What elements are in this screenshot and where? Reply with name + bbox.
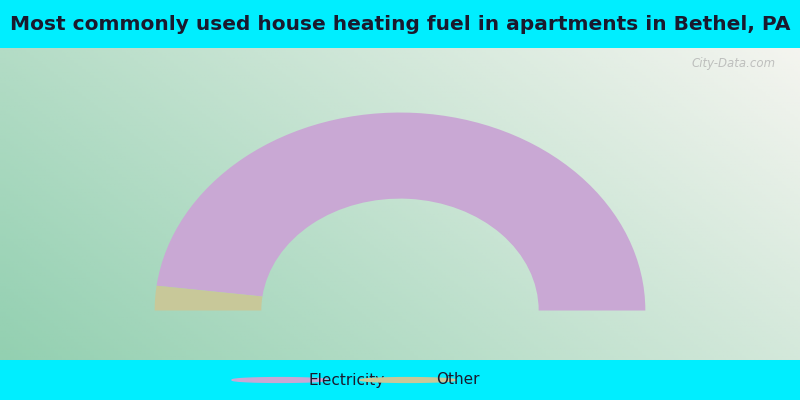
Text: Electricity: Electricity — [308, 372, 384, 388]
Wedge shape — [157, 112, 646, 310]
Circle shape — [232, 378, 328, 382]
Circle shape — [360, 378, 456, 382]
Wedge shape — [154, 286, 262, 310]
Text: City-Data.com: City-Data.com — [692, 57, 776, 70]
Text: Most commonly used house heating fuel in apartments in Bethel, PA: Most commonly used house heating fuel in… — [10, 14, 790, 34]
Text: Other: Other — [436, 372, 479, 388]
